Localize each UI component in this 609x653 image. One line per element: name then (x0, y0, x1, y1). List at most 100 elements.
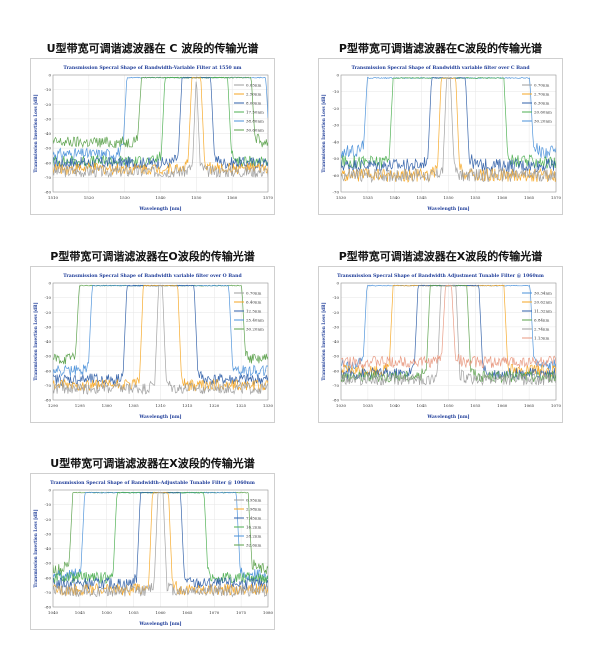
y-tick-label: -80 (45, 190, 52, 195)
x-axis-label: Wavelength [nm] (138, 622, 181, 627)
x-tick-label: 1550 (191, 195, 202, 200)
x-tick-label: 1040 (48, 610, 59, 615)
x-tick-label: 1050 (443, 403, 454, 408)
x-tick-label: 1055 (470, 403, 481, 408)
legend-label: 0.05nm (246, 83, 261, 88)
y-tick-label: 0 (336, 73, 339, 78)
y-tick-label: -60 (333, 173, 340, 178)
x-tick-label: 1305 (129, 403, 140, 408)
y-tick-label: -10 (333, 89, 340, 94)
y-tick-label: -80 (333, 398, 340, 403)
chart-area: Transmission Specral Shape of Bandwidth-… (30, 473, 275, 630)
y-tick-label: -40 (45, 546, 52, 551)
y-tick-label: -70 (333, 190, 340, 195)
x-tick-label: 1560 (497, 195, 508, 200)
y-tick-label: -30 (45, 531, 52, 536)
y-tick-label: -40 (45, 339, 52, 344)
series-group (53, 284, 268, 395)
legend-label: 2.98nm (246, 507, 261, 512)
x-tick-label: 1295 (75, 403, 86, 408)
y-tick-label: -40 (333, 139, 340, 144)
legend-label: 7.45nm (246, 516, 261, 521)
chart-title: Transmission Specral Shape of Bandwidth-… (50, 479, 255, 486)
y-tick-label: -50 (45, 146, 52, 151)
y-tick-label: -50 (45, 354, 52, 359)
x-tick-label: 1310 (155, 403, 166, 408)
y-tick-label: -40 (45, 131, 52, 136)
x-tick-label: 1030 (336, 403, 347, 408)
x-tick-label: 1320 (209, 403, 220, 408)
x-tick-label: 1060 (155, 610, 166, 615)
legend-label: 17.50nm (246, 110, 264, 115)
series-line (53, 491, 268, 598)
y-tick-label: -30 (333, 324, 340, 329)
y-axis-label: Transmission Insertion Loss [dB] (33, 509, 38, 587)
x-axis-label: Wavelength [nm] (138, 207, 181, 212)
y-tick-label: -10 (45, 87, 52, 92)
y-tick-label: 0 (48, 281, 51, 286)
y-tick-label: -20 (45, 517, 52, 522)
y-tick-label: -30 (45, 324, 52, 329)
legend-label: 2.70nm (534, 92, 549, 97)
chart-title: Transmission Specral Shape of Bandwidth … (351, 65, 530, 71)
x-tick-label: 1045 (75, 610, 86, 615)
y-axis-label: Transmission Insertion Loss [dB] (33, 302, 38, 380)
legend-label: 30.20nm (534, 119, 552, 124)
x-tick-label: 1070 (551, 403, 562, 408)
x-tick-label: 1545 (417, 195, 428, 200)
legend-label: 12.5nm (246, 309, 261, 314)
panel-title: P型带宽可调谐滤波器在O波段的传输光谱 (50, 250, 255, 263)
legend-label: 6.40nm (246, 300, 261, 305)
series-line (53, 284, 268, 395)
panel-p-x-band: P型带宽可调谐滤波器在X波段的传输光谱 Transmission Specral… (318, 248, 563, 423)
legend-label: 6.84nm (534, 318, 549, 323)
x-tick-label: 1315 (182, 403, 193, 408)
y-axis-label: Transmission Insertion Loss [dB] (33, 94, 38, 172)
chart-svg: Transmission Specral Shape of Bandwidth … (33, 273, 274, 420)
x-tick-label: 1540 (390, 195, 401, 200)
x-tick-label: 1070 (209, 610, 220, 615)
x-tick-label: 1570 (263, 195, 274, 200)
y-tick-label: -50 (333, 156, 340, 161)
legend-label: 0.70nm (246, 291, 261, 296)
y-tick-label: -20 (45, 310, 52, 315)
series-line (53, 76, 268, 170)
chart-svg: Transmission Specral Shape of Bandwidth … (321, 65, 562, 212)
series-line (53, 81, 268, 179)
legend-label: 16.2nm (246, 525, 261, 530)
legend-label: 6.30nm (534, 101, 549, 106)
legend-label: 30.34nm (534, 291, 552, 296)
legend-label: 20.60nm (534, 110, 552, 115)
chart-title: Transmission Specral Shape of Bandwidth-… (63, 65, 241, 71)
y-tick-label: -10 (45, 502, 52, 507)
y-tick-label: -30 (45, 116, 52, 121)
chart-title: Transmission Specral Shape of Bandwidth … (63, 273, 242, 279)
plot-border (52, 282, 269, 401)
y-tick-label: -60 (333, 368, 340, 373)
series-group (53, 491, 268, 598)
y-tick-label: -60 (45, 575, 52, 580)
x-axis-label: Wavelength [nm] (426, 207, 469, 212)
chart-area: Transmission Specral Shape of Bandwidth … (318, 58, 563, 215)
series-line (341, 284, 556, 369)
chart-svg: Transmission Specral Shape of Bandwidth-… (33, 65, 274, 212)
legend-label: 20.62nm (534, 300, 552, 305)
x-tick-label: 1560 (227, 195, 238, 200)
legend-label: 30.60nm (246, 128, 264, 133)
x-tick-label: 1565 (524, 195, 535, 200)
plot-border (340, 74, 557, 193)
y-tick-label: -70 (333, 383, 340, 388)
y-tick-label: -70 (45, 590, 52, 595)
legend-label: 30.20nm (246, 327, 264, 332)
legend-label: 38.80nm (246, 119, 264, 124)
x-tick-label: 1325 (236, 403, 247, 408)
x-tick-label: 1300 (102, 403, 113, 408)
series-group (53, 76, 268, 179)
x-tick-label: 1050 (102, 610, 113, 615)
legend-label: 32.6nm (246, 543, 261, 548)
y-tick-label: -10 (45, 295, 52, 300)
chart-svg: Transmission Specral Shape of Bandwidth-… (33, 479, 274, 627)
x-tick-label: 1055 (129, 610, 140, 615)
x-tick-label: 1080 (263, 610, 274, 615)
x-tick-label: 1065 (524, 403, 535, 408)
